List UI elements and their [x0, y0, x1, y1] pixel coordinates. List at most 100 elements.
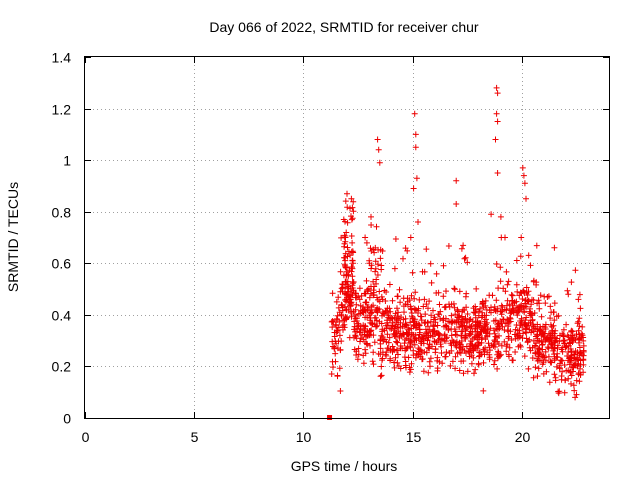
x-tick-label: 10 — [296, 429, 312, 445]
data-point — [521, 173, 527, 179]
data-point — [506, 278, 512, 284]
data-point — [440, 293, 446, 299]
x-axis-label: GPS time / hours — [291, 458, 398, 474]
data-point — [423, 246, 429, 252]
data-point — [330, 364, 336, 370]
data-point — [469, 361, 475, 367]
data-point — [412, 289, 418, 295]
data-point — [427, 363, 433, 369]
data-point — [494, 85, 500, 91]
data-point — [495, 90, 501, 96]
data-point — [542, 300, 548, 306]
data-point — [376, 147, 382, 153]
data-point — [443, 354, 449, 360]
y-tick-label: 0.2 — [52, 359, 72, 375]
data-point — [379, 372, 385, 378]
x-tick-label: 15 — [406, 429, 422, 445]
data-point — [568, 381, 574, 387]
data-point — [547, 303, 553, 309]
data-point — [562, 390, 568, 396]
data-point — [565, 291, 571, 297]
x-tick-label: 5 — [191, 429, 199, 445]
srmtid-scatter-chart: 0 5 10 15 2000.20.40.60.811.21.4 Day 066 of … — [0, 0, 640, 480]
data-point — [375, 137, 381, 143]
data-point — [509, 357, 515, 363]
data-point — [376, 289, 382, 295]
data-point — [577, 292, 583, 298]
data-point — [451, 285, 457, 291]
data-point — [495, 119, 501, 125]
data-point — [523, 196, 529, 202]
axis-ticks: 0 5 10 15 2000.20.40.60.811.21.4 — [52, 50, 609, 446]
data-point — [575, 296, 581, 302]
data-point — [514, 258, 520, 264]
data-point — [575, 319, 581, 325]
data-point — [330, 359, 336, 365]
data-point — [408, 235, 414, 241]
data-point — [497, 264, 503, 270]
data-point — [559, 373, 565, 379]
data-point — [394, 305, 400, 311]
data-point — [394, 293, 400, 299]
data-point — [332, 338, 338, 344]
data-point — [492, 358, 498, 364]
data-point — [425, 370, 431, 376]
data-point — [429, 280, 435, 286]
data-point — [558, 357, 564, 363]
data-point — [403, 359, 409, 365]
data-point — [446, 243, 452, 249]
data-point — [463, 294, 469, 300]
data-point — [495, 170, 501, 176]
data-point — [472, 367, 478, 373]
data-point — [343, 198, 349, 204]
y-tick-label: 1.2 — [52, 102, 72, 118]
data-point — [574, 378, 580, 384]
data-point — [443, 349, 449, 355]
data-point — [525, 366, 531, 372]
data-point — [413, 131, 419, 137]
data-point — [577, 305, 583, 311]
data-point — [546, 293, 552, 299]
data-point — [428, 261, 434, 267]
data-point — [415, 219, 421, 225]
data-point — [349, 273, 355, 279]
data-point — [341, 322, 347, 328]
data-point — [370, 358, 376, 364]
data-point — [552, 300, 558, 306]
data-point — [337, 388, 343, 394]
data-point — [560, 332, 566, 338]
data-point — [390, 298, 396, 304]
data-point — [350, 250, 356, 256]
data-point — [572, 394, 578, 400]
data-point — [411, 296, 417, 302]
data-point — [332, 351, 338, 357]
data-point — [412, 111, 418, 117]
data-point — [428, 355, 434, 361]
y-tick-label: 0.4 — [52, 308, 72, 324]
data-point — [410, 270, 416, 276]
data-point — [334, 299, 340, 305]
data-point — [414, 175, 420, 181]
data-point — [518, 235, 524, 241]
data-point — [421, 368, 427, 374]
data-point — [518, 253, 524, 259]
data-point — [504, 282, 510, 288]
data-point — [532, 364, 538, 370]
data-point — [498, 235, 504, 241]
data-point — [357, 285, 363, 291]
data-point — [576, 378, 582, 384]
data-point — [551, 245, 557, 251]
data-point — [536, 306, 542, 312]
data-point — [344, 204, 350, 210]
data-point — [392, 266, 398, 272]
data-point — [473, 286, 479, 292]
y-axis-label: SRMTID / TECUs — [5, 182, 21, 292]
data-point — [551, 371, 557, 377]
data-point — [371, 361, 377, 367]
data-point — [526, 252, 532, 258]
data-point — [349, 233, 355, 239]
data-point — [509, 292, 515, 298]
data-point — [335, 294, 341, 300]
data-point — [453, 201, 459, 207]
data-point — [378, 373, 384, 379]
